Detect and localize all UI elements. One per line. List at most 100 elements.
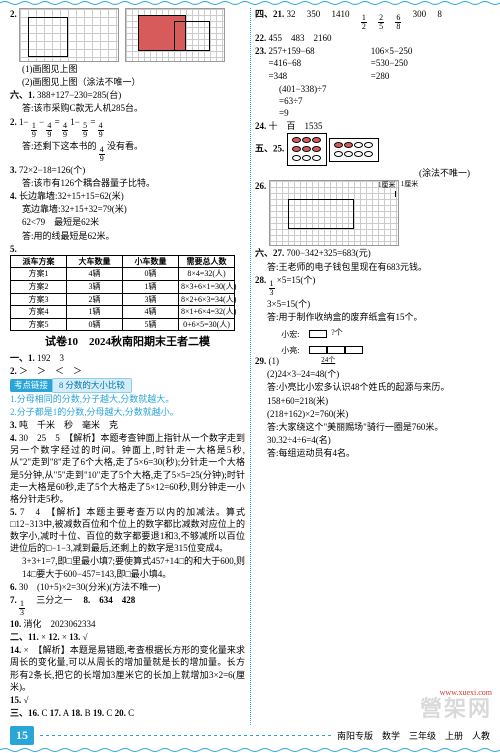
tab-num: 5. — [10, 244, 17, 254]
wave-bottom-decor — [0, 747, 500, 753]
mark-top: 1厘米 — [378, 181, 396, 190]
sec28-ans: 答:用于制作收纳盒的废弃纸盒有15个。 — [267, 311, 490, 323]
two-c2: √ — [83, 632, 88, 642]
s24l: 24. — [255, 121, 266, 131]
sec1: 一、1. 192 3 — [10, 352, 245, 364]
sec10: 10. 消化 2023062334 — [10, 618, 245, 630]
six4-3: 62<79 最短是62米 — [22, 216, 245, 228]
six3-eq: 72×2−18=126(个) — [19, 165, 85, 175]
s2l: 2. — [10, 366, 17, 376]
s1l: 一、1. — [10, 353, 35, 363]
sec29-ansC: 答:大家绕这个"美丽赐场"骑行一圈是760米。 — [267, 421, 490, 433]
s14l: 14. — [10, 645, 21, 655]
table-row: 方案41辆4辆8×1+6×4=32(人) — [11, 306, 235, 319]
s2d: 1− — [70, 117, 80, 127]
oval-box-a — [287, 133, 327, 166]
kp-line2: 2.分子都是1的分数,分母越大,分数就越小。 — [10, 407, 245, 418]
oval — [364, 142, 373, 148]
six-4a: 4. 长边靠墙:32+15+15=62(米) — [10, 190, 245, 202]
oval — [302, 155, 311, 161]
kp-badge: 考点链接 — [10, 379, 52, 392]
two-b: 12. — [48, 632, 59, 642]
s3l: 3. — [10, 420, 17, 430]
th-c: 18. — [71, 708, 82, 718]
s6t: 30 (10+5)×2=30(分米)(方法不唯一) — [19, 582, 160, 592]
th-e2: C — [128, 708, 134, 718]
sec7-8-9: 7. 13 三分之一 8. 634 428 — [10, 594, 245, 617]
twol: 二、11. — [10, 632, 39, 642]
six-3: 3. 72×2−18=126(个) — [10, 164, 245, 176]
kp-line1: 1.分母相同的分数,分子越大,分数就越大。 — [10, 394, 245, 405]
s28m: ×5=15(个) — [277, 275, 316, 285]
sec23b: (401−338)÷7 =63÷7 =9 — [279, 83, 490, 119]
six3-l: 3. — [10, 165, 17, 175]
f-n3: 1410 — [332, 9, 350, 19]
two-c: 13. — [69, 632, 80, 642]
sec29-eqD: 30.32÷4÷6=4(名) — [267, 434, 490, 446]
dg-n: 24个 — [321, 356, 335, 365]
s24t: 十 百 1535 — [269, 121, 323, 131]
oval — [292, 137, 301, 143]
f3: 49 — [62, 122, 68, 139]
sec26: 26. 1厘米 1厘米 — [255, 180, 490, 246]
s4t: 30 25 5 【解析】本题考查钟面上指针从一个数字走到另一个数字经过的时间。钟… — [10, 433, 245, 504]
oval — [302, 137, 311, 143]
table-row: 方案50辆5辆0+6×5=30(人) — [11, 318, 235, 331]
f-n1: 32 — [287, 9, 296, 19]
sec2: 2. ＞ ＞ ＜ ＞ — [10, 365, 245, 377]
s7f: 13 — [19, 600, 25, 617]
sec5: 5. 7 4 【解析】本题主要考查万以内的加减法。算式□12−313中,被减数百… — [10, 506, 245, 555]
two-b2: × — [62, 632, 67, 642]
six27-ans: 答:王老师的电子钱包里现在有683元钱。 — [267, 261, 490, 273]
th2: 小车数量 — [123, 255, 179, 268]
six-1: 六、1. 388+127−230=285(台) — [10, 89, 245, 101]
sec29-ansA: 答:小亮比小宏多认识48个姓氏的起源与来历。 — [267, 381, 490, 393]
s2a: 1− — [19, 117, 29, 127]
fvl: 五、25. — [255, 144, 284, 154]
footer: 15 南阳专版 数学 三年级 上册 人教 — [10, 726, 490, 745]
s23b-1: =63÷7 — [279, 95, 490, 107]
six2-label: 2. — [10, 117, 17, 127]
dg-q: ?个 — [331, 328, 343, 339]
th-a: C — [42, 708, 48, 718]
s23b-2: =9 — [279, 107, 490, 119]
dg-box2a — [309, 346, 327, 354]
six2-ans-f: 49 — [99, 146, 105, 163]
s2b: − — [39, 117, 44, 127]
oval — [312, 137, 321, 143]
six3-ans: 答:该市有126个耦合器量子比特。 — [22, 177, 245, 189]
kp-text: 8 分数的大小比较 — [52, 378, 132, 393]
sec29-eqA: (2)24×3−24=48(个) — [267, 368, 490, 380]
s2c: = — [55, 117, 60, 127]
rect-26 — [288, 199, 354, 229]
f5: 49 — [98, 122, 104, 139]
six2-ans: 答:还剩下这本书的 49 没有看。 — [22, 140, 245, 163]
footer-line — [40, 735, 331, 736]
s23b-0: (401−338)÷7 — [279, 83, 490, 95]
six-eq: 388+127−230=285(台) — [37, 90, 121, 100]
s1t: 192 3 — [37, 353, 64, 363]
f-f1: 12 — [361, 14, 367, 31]
sec29: 29. (1) 小宏: 小亮: ?个 24个 — [255, 324, 490, 367]
six2-ans-b: 没有看。 — [107, 141, 143, 151]
grid-26: 1厘米 — [269, 180, 399, 246]
s5t: 7 4 【解析】本题主要考查万以内的加减法。算式□12−313中,被减数百位和个… — [10, 507, 245, 553]
th3: 需要总人数 — [179, 255, 235, 268]
s89: 8. 634 428 — [75, 595, 136, 605]
sec4: 4. 30 25 5 【解析】本题考查钟面上指针从一个数字走到另一个数字经过的时… — [10, 432, 245, 505]
sec23: 23. 257+159−68 =416−68 =348 106×5−250 =5… — [255, 45, 490, 81]
table-row: 方案32辆3辆8×2+6×3=34(人) — [11, 293, 235, 306]
oval — [334, 151, 343, 157]
six2-ans-a: 答:还剩下这本书的 — [22, 141, 97, 151]
s22t: 455 483 2160 — [269, 33, 332, 43]
oval — [334, 142, 343, 148]
q2-cap1: (1)画图见上图 — [22, 63, 245, 75]
dg-xh: 小宏: — [281, 330, 299, 341]
oval — [312, 146, 321, 152]
th0: 派车方案 — [11, 255, 67, 268]
oval — [354, 142, 363, 148]
six-ans: 答:该市采购C款无人机285台。 — [22, 102, 245, 114]
dg-box2c — [345, 346, 363, 354]
five-cap: (涂法不唯一) — [255, 167, 490, 179]
oval — [302, 146, 311, 152]
